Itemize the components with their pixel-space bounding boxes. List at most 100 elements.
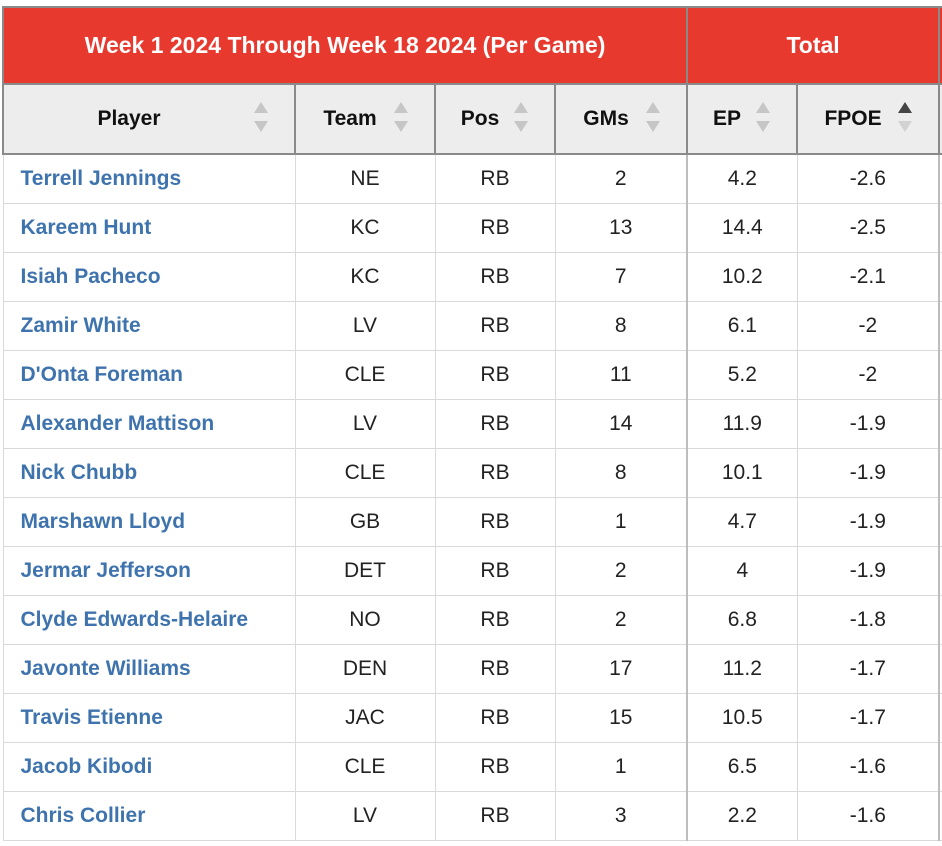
column-header-row: Player Team Pos GMs EP FPOE (2, 83, 942, 155)
cell-fpoe: -1.9 (796, 399, 940, 449)
cell-gms: 2 (554, 153, 688, 204)
column-header-pos[interactable]: Pos (434, 83, 556, 155)
player-link[interactable]: Travis Etienne (20, 706, 163, 729)
table-row: Isiah Pacheco KC RB 7 10.2 -2.1 (2, 252, 942, 302)
cell-team: KC (294, 252, 436, 302)
column-header-label: GMs (583, 107, 629, 130)
player-link[interactable]: Javonte Williams (20, 657, 191, 680)
cell-player: Chris Collier (2, 791, 296, 841)
cell-team: LV (294, 791, 436, 841)
cell-ep: 14.4 (686, 203, 798, 253)
sort-down-icon (514, 121, 528, 132)
sort-arrows-icon[interactable] (898, 102, 913, 136)
stats-table: Week 1 2024 Through Week 18 2024 (Per Ga… (1, 6, 942, 841)
cell-gms: 11 (554, 350, 688, 400)
cell-team: NE (294, 153, 436, 204)
cell-pos: RB (434, 399, 556, 449)
sort-up-icon (898, 102, 913, 113)
cell-team: JAC (294, 693, 436, 743)
cell-pos: RB (434, 644, 556, 694)
cell-fpoe: -2 (796, 350, 940, 400)
cell-player: Jermar Jefferson (2, 546, 296, 596)
sort-up-icon (254, 102, 268, 113)
sort-up-icon (646, 102, 661, 113)
cell-fpoe: -1.7 (796, 693, 940, 743)
player-link[interactable]: Kareem Hunt (20, 216, 152, 239)
cell-fpoe: -1.9 (796, 448, 940, 498)
column-header-ep[interactable]: EP (686, 83, 799, 155)
cell-gms: 17 (554, 644, 688, 694)
player-link[interactable]: Terrell Jennings (20, 167, 182, 190)
cell-pos: RB (434, 448, 556, 498)
player-link[interactable]: Jacob Kibodi (20, 755, 153, 778)
cell-player: Marshawn Lloyd (2, 497, 296, 547)
table-row: Javonte Williams DEN RB 17 11.2 -1.7 (2, 644, 942, 694)
player-link[interactable]: D'Onta Foreman (20, 363, 184, 386)
cell-ep: 6.8 (686, 595, 798, 645)
sort-down-icon (756, 121, 771, 132)
cell-pos: RB (434, 693, 556, 743)
cell-pos: RB (434, 546, 556, 596)
player-link[interactable]: Isiah Pacheco (20, 265, 161, 288)
cell-ep: 2.2 (686, 791, 798, 841)
cell-fpoe: -2 (796, 301, 940, 351)
cell-fpoe: -2.1 (796, 252, 940, 302)
cell-team: CLE (294, 448, 436, 498)
cell-fpoe: -1.9 (796, 546, 940, 596)
table-row: Travis Etienne JAC RB 15 10.5 -1.7 (2, 693, 942, 743)
cell-player: Isiah Pacheco (2, 252, 296, 302)
player-link[interactable]: Jermar Jefferson (20, 559, 191, 582)
player-link[interactable]: Marshawn Lloyd (20, 510, 186, 533)
cell-player: Clyde Edwards-Helaire (2, 595, 296, 645)
table-row: D'Onta Foreman CLE RB 11 5.2 -2 (2, 350, 942, 400)
player-link[interactable]: Chris Collier (20, 804, 146, 827)
cell-ep: 11.2 (686, 644, 798, 694)
table-row: Jermar Jefferson DET RB 2 4 -1.9 (2, 546, 942, 596)
sort-arrows-icon[interactable] (646, 102, 661, 136)
sort-arrows-icon[interactable] (756, 102, 771, 136)
sort-arrows-icon[interactable] (254, 102, 268, 136)
player-link[interactable]: Nick Chubb (20, 461, 138, 484)
table-row: Kareem Hunt KC RB 13 14.4 -2.5 (2, 203, 942, 253)
column-header-fpoe[interactable]: FPOE (796, 83, 941, 155)
cell-gms: 13 (554, 203, 688, 253)
cell-gms: 1 (554, 497, 688, 547)
player-link[interactable]: Zamir White (20, 314, 141, 337)
cell-pos: RB (434, 153, 556, 204)
sort-arrows-icon[interactable] (514, 102, 528, 136)
cell-gms: 7 (554, 252, 688, 302)
column-header-player[interactable]: Player (2, 83, 296, 155)
cell-gms: 2 (554, 595, 688, 645)
cell-ep: 4 (686, 546, 798, 596)
cell-gms: 3 (554, 791, 688, 841)
cell-gms: 8 (554, 301, 688, 351)
cell-player: Zamir White (2, 301, 296, 351)
sort-down-icon (254, 121, 268, 132)
cell-player: Kareem Hunt (2, 203, 296, 253)
cell-gms: 15 (554, 693, 688, 743)
column-header-team[interactable]: Team (294, 83, 436, 155)
cell-player: Terrell Jennings (2, 153, 296, 204)
table-row: Zamir White LV RB 8 6.1 -2 (2, 301, 942, 351)
table-row: Terrell Jennings NE RB 2 4.2 -2.6 (2, 153, 942, 204)
cell-pos: RB (434, 301, 556, 351)
cell-ep: 10.5 (686, 693, 798, 743)
cell-ep: 11.9 (686, 399, 798, 449)
cell-fpoe: -1.8 (796, 595, 940, 645)
cell-player: Travis Etienne (2, 693, 296, 743)
cell-player: Alexander Mattison (2, 399, 296, 449)
player-link[interactable]: Clyde Edwards-Helaire (20, 608, 249, 631)
cell-player: Nick Chubb (2, 448, 296, 498)
cell-team: DEN (294, 644, 436, 694)
cell-pos: RB (434, 252, 556, 302)
player-link[interactable]: Alexander Mattison (20, 412, 215, 435)
column-header-gms[interactable]: GMs (553, 83, 689, 155)
column-header-label: EP (713, 107, 742, 130)
column-header-label: FPOE (824, 107, 882, 130)
cell-ep: 4.2 (686, 153, 798, 204)
sort-arrows-icon[interactable] (394, 102, 408, 136)
sort-down-icon (646, 121, 661, 132)
cell-gms: 2 (554, 546, 688, 596)
cell-team: NO (294, 595, 436, 645)
